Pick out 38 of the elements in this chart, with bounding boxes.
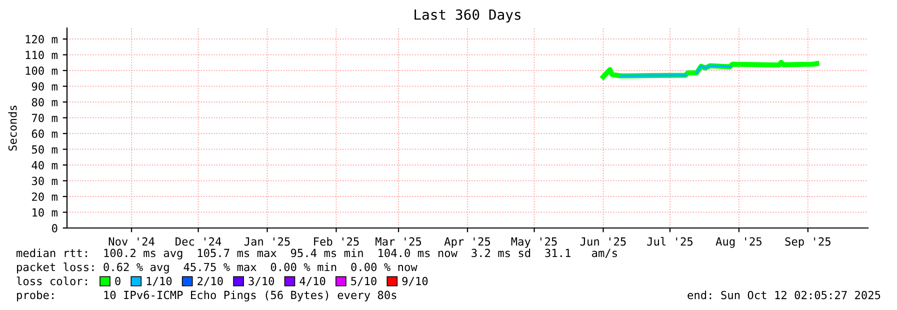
x-tick-label: May '25 bbox=[511, 237, 557, 248]
y-tick-label: 20 m bbox=[32, 192, 58, 201]
x-tick-label: Jan '25 bbox=[244, 237, 290, 246]
legend-label: 5/10 bbox=[351, 276, 376, 286]
y-tick-label: 80 m bbox=[32, 98, 58, 106]
x-tick-label: Aug '25 bbox=[716, 237, 762, 248]
x-tick-label: Dec '24 bbox=[176, 237, 222, 246]
y-tick-label: 120 m bbox=[26, 35, 58, 44]
text: packet loss: 0.62 % avg 45.75 % max 0.00 % min 0.00 % now bbox=[17, 262, 418, 274]
text: probe: 10 IPv6-ICMP Echo Pings (56 Bytes) every 80s bbox=[17, 290, 396, 302]
y-tick-label: 40 m bbox=[32, 161, 58, 170]
y-tick-label: 30 m bbox=[32, 176, 58, 186]
legend-title: loss color: bbox=[16, 276, 87, 286]
legend-label: 0 bbox=[115, 276, 120, 286]
y-tick-label: 110 m bbox=[26, 50, 58, 60]
y-axis-title: Seconds bbox=[8, 106, 17, 151]
x-tick-label: Sep '25 bbox=[785, 237, 830, 248]
legend-label: 2/10 bbox=[198, 276, 223, 286]
legend-label: 4/10 bbox=[300, 276, 326, 286]
x-tick-label: Apr '25 bbox=[444, 237, 490, 248]
y-tick-label: 50 m bbox=[32, 145, 58, 154]
legend-label: 3/10 bbox=[248, 276, 274, 286]
text: median rtt: 100.2 ms avg 105.7 ms max 95.4 ms min 104.0 ms now 3.2 ms sd 31.1 am/s bbox=[16, 248, 617, 260]
y-tick-label: 90 m bbox=[32, 82, 58, 91]
y-tick-label: 60 m bbox=[32, 130, 58, 138]
text: end: Sun Oct 12 02:05:27 2025 bbox=[688, 290, 880, 300]
y-tick-label: 10 m bbox=[32, 208, 58, 217]
y-tick-label: 70 m bbox=[32, 114, 58, 122]
x-tick-label: Jul '25 bbox=[647, 237, 692, 246]
legend-label: 9/10 bbox=[402, 276, 428, 286]
y-tick-label: 0 bbox=[52, 224, 58, 232]
x-tick-label: Jun '25 bbox=[580, 237, 626, 246]
x-tick-label: Feb '25 bbox=[314, 237, 359, 246]
x-tick-label: Mar '25 bbox=[376, 237, 422, 246]
legend-label: 1/10 bbox=[146, 276, 172, 286]
chart-title: Last 360 Days bbox=[414, 9, 520, 23]
y-tick-label: 100 m bbox=[26, 66, 58, 75]
x-tick-label: Nov '24 bbox=[108, 237, 154, 246]
